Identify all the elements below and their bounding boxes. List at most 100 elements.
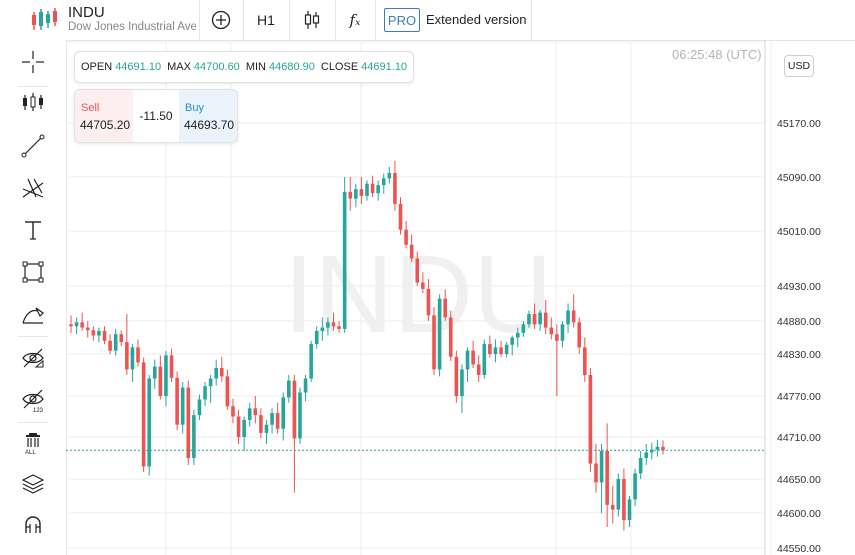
candle — [91, 326, 96, 341]
toolbar-divider — [335, 0, 336, 40]
candle-body — [270, 413, 274, 425]
candle-body — [197, 399, 202, 416]
candle — [219, 356, 224, 382]
sell-button[interactable]: Sell 44705.20 — [75, 90, 133, 142]
buy-button[interactable]: Buy 44693.70 — [179, 90, 237, 142]
add-indicator-button[interactable] — [200, 0, 242, 40]
candle-body — [214, 368, 219, 379]
hide-indicators-tool[interactable]: 123 — [0, 379, 66, 421]
trend-line-tool[interactable] — [0, 125, 66, 167]
candle — [460, 364, 464, 414]
max-value: 44700.60 — [193, 61, 240, 73]
candle — [287, 375, 291, 403]
price-axis-tick-label: 44600.00 — [777, 508, 821, 520]
pro-badge[interactable]: PRO — [384, 8, 420, 32]
candle-body — [415, 258, 420, 283]
candle-body — [130, 347, 135, 370]
delete-all-tool[interactable]: ALL — [0, 421, 66, 463]
extended-version-link[interactable]: Extended version — [426, 12, 527, 27]
candle-body — [605, 451, 609, 505]
candle — [404, 220, 408, 249]
candle-body — [644, 452, 649, 458]
candle — [303, 375, 308, 402]
candles-tool[interactable] — [0, 81, 66, 123]
candle-body — [320, 327, 325, 331]
candle — [113, 328, 118, 356]
candle — [247, 402, 252, 427]
max-label: MAX — [167, 61, 191, 73]
candle-body — [387, 172, 392, 179]
candle — [175, 371, 179, 431]
candle — [186, 380, 191, 465]
brush-tool[interactable] — [0, 293, 66, 335]
chart-type-candles-icon[interactable] — [30, 6, 58, 34]
price-axis-tick-label: 44770.00 — [777, 391, 821, 403]
candle — [661, 440, 665, 455]
layers-tool[interactable] — [0, 463, 66, 505]
chart-style-button[interactable] — [290, 0, 334, 40]
plus-circle-icon — [211, 10, 231, 30]
candle-body — [443, 298, 447, 318]
candle — [320, 317, 325, 341]
symbol-description: Dow Jones Industrial Average — [68, 21, 196, 33]
layers-icon — [21, 474, 45, 494]
text-icon — [25, 221, 41, 240]
candle-body — [281, 397, 286, 429]
candle-body — [577, 322, 582, 348]
candle — [605, 423, 609, 527]
candle-body — [91, 330, 96, 336]
candle — [370, 175, 375, 198]
spread-value: -11.50 — [133, 90, 179, 142]
candles-icon — [23, 93, 43, 111]
candle — [454, 350, 459, 403]
hide-drawings-tool[interactable] — [0, 337, 66, 379]
candle — [180, 382, 185, 434]
timeframe-button[interactable]: H1 — [257, 12, 275, 28]
magnet-tool[interactable] — [0, 505, 66, 547]
symbol-title[interactable]: INDU — [68, 4, 105, 21]
candle-body — [650, 449, 654, 453]
candle-body — [136, 347, 140, 363]
candle — [85, 321, 90, 338]
crosshair-tool[interactable] — [0, 41, 66, 83]
candle-body — [426, 288, 431, 316]
candle — [393, 160, 397, 211]
candle — [314, 326, 319, 349]
text-tool[interactable] — [0, 209, 66, 251]
toolbar-divider — [375, 0, 376, 40]
trend-line-icon — [21, 134, 45, 158]
candle-body — [460, 369, 464, 396]
buy-label: Buy — [185, 102, 204, 114]
rectangle-tool[interactable] — [0, 251, 66, 293]
candle — [275, 402, 280, 434]
candle — [130, 344, 135, 382]
price-axis-tick-label: 44880.00 — [777, 316, 821, 328]
candle-body — [488, 344, 492, 354]
currency-button[interactable]: USD — [784, 55, 814, 77]
candle — [627, 496, 632, 527]
functions-button[interactable]: 𝑓ₓ — [349, 11, 361, 29]
candle — [169, 348, 174, 382]
candle-body — [471, 350, 475, 365]
min-label: MIN — [245, 61, 266, 73]
candle — [119, 330, 124, 347]
candle-body — [337, 326, 341, 329]
candle-body — [125, 342, 129, 370]
candle — [610, 485, 615, 524]
fib-tool[interactable] — [0, 167, 66, 209]
toolbar-divider — [199, 0, 200, 40]
candle-body — [504, 344, 509, 354]
candle — [543, 300, 548, 335]
sell-label: Sell — [81, 102, 100, 114]
candle-body — [152, 366, 157, 379]
candle-body — [376, 185, 380, 194]
candle — [152, 359, 157, 389]
candle-body — [331, 322, 336, 327]
toolbar-divider — [531, 0, 532, 40]
candle-body — [538, 312, 542, 325]
candle — [348, 177, 353, 211]
candle — [158, 355, 163, 400]
candle — [409, 234, 414, 262]
rectangle-icon — [22, 261, 44, 283]
candle — [555, 324, 559, 396]
